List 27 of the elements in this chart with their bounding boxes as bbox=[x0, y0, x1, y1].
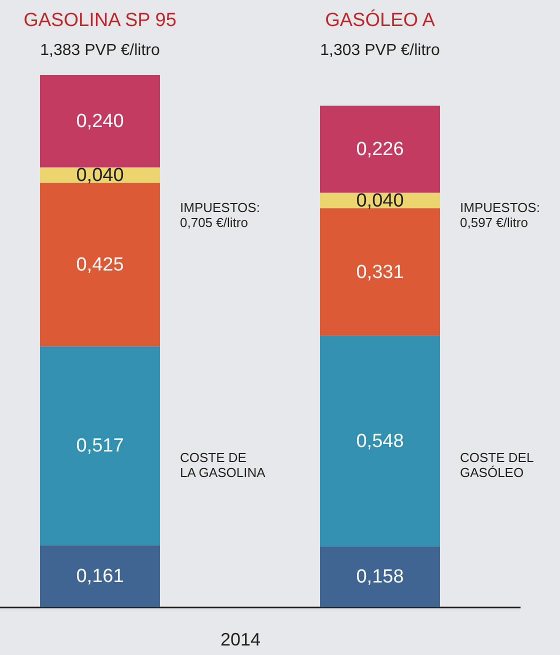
data-label: 0,161 bbox=[76, 566, 124, 588]
bar bbox=[40, 75, 160, 168]
data-label: 0,040 bbox=[76, 165, 124, 186]
data-label: 0,040 bbox=[356, 190, 404, 212]
x-tick-label: GASÓLEO A bbox=[325, 9, 436, 31]
data-label: 0,517 bbox=[76, 436, 124, 457]
data-label: 0,226 bbox=[356, 139, 404, 160]
annotation: COSTE DEL GASÓLEO bbox=[460, 450, 534, 480]
bar bbox=[320, 335, 440, 546]
bar bbox=[40, 182, 160, 346]
annotation: IMPUESTOS: 0,597 €/litro bbox=[460, 200, 540, 230]
x-axis-title: 2014 bbox=[220, 630, 261, 650]
data-label: 0,158 bbox=[356, 566, 404, 588]
annotation: COSTE DE LA GASOLINA bbox=[180, 450, 266, 480]
total-label: 1,303 PVP €/litro bbox=[320, 42, 440, 59]
total-label: 1,383 PVP €/litro bbox=[40, 42, 160, 59]
data-label: 0,548 bbox=[356, 430, 404, 452]
annotation: IMPUESTOS: 0,705 €/litro bbox=[180, 200, 260, 230]
x-tick-label: GASOLINA SP 95 bbox=[24, 10, 176, 31]
bar bbox=[40, 545, 160, 607]
data-label: 0,331 bbox=[356, 262, 404, 283]
bar bbox=[40, 346, 160, 546]
bar bbox=[320, 208, 440, 336]
bar bbox=[320, 106, 440, 193]
data-label: 0,240 bbox=[76, 111, 124, 132]
bar bbox=[320, 546, 440, 607]
data-label: 0,425 bbox=[76, 254, 124, 276]
